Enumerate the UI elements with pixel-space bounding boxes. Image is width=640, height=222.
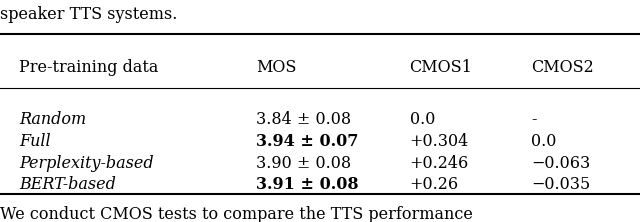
Text: +0.304: +0.304 xyxy=(410,133,469,150)
Text: CMOS2: CMOS2 xyxy=(531,59,594,76)
Text: -: - xyxy=(531,111,537,128)
Text: 3.91 ± 0.08: 3.91 ± 0.08 xyxy=(256,176,358,193)
Text: 3.94 ± 0.07: 3.94 ± 0.07 xyxy=(256,133,358,150)
Text: 0.0: 0.0 xyxy=(410,111,435,128)
Text: Random: Random xyxy=(19,111,86,128)
Text: 3.84 ± 0.08: 3.84 ± 0.08 xyxy=(256,111,351,128)
Text: BERT-based: BERT-based xyxy=(19,176,116,193)
Text: CMOS1: CMOS1 xyxy=(410,59,472,76)
Text: 0.0: 0.0 xyxy=(531,133,557,150)
Text: +0.26: +0.26 xyxy=(410,176,459,193)
Text: MOS: MOS xyxy=(256,59,296,76)
Text: We conduct CMOS tests to compare the TTS performance: We conduct CMOS tests to compare the TTS… xyxy=(0,206,473,222)
Text: 3.90 ± 0.08: 3.90 ± 0.08 xyxy=(256,155,351,172)
Text: speaker TTS systems.: speaker TTS systems. xyxy=(0,6,177,23)
Text: Full: Full xyxy=(19,133,51,150)
Text: Pre-training data: Pre-training data xyxy=(19,59,159,76)
Text: −0.035: −0.035 xyxy=(531,176,591,193)
Text: Perplexity-based: Perplexity-based xyxy=(19,155,154,172)
Text: −0.063: −0.063 xyxy=(531,155,591,172)
Text: +0.246: +0.246 xyxy=(410,155,469,172)
